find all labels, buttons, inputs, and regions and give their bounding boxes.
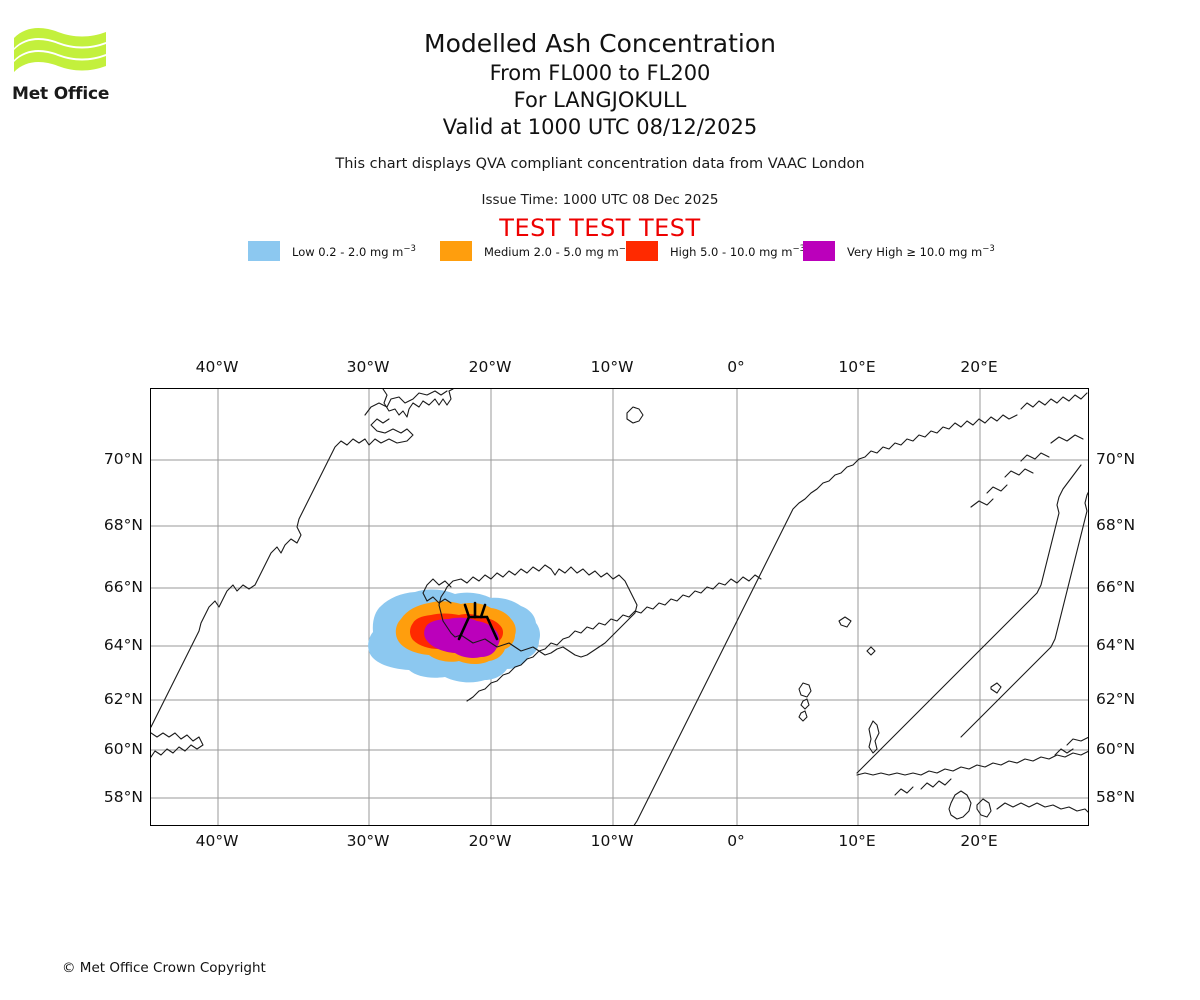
legend-label-very-high: Very High ≥ 10.0 mg m−3 [847, 243, 995, 259]
lon-tick-top--40: 40°W [195, 358, 239, 376]
legend-item-low: Low 0.2 - 2.0 mg m−3 [248, 240, 416, 262]
lat-tick-left-62: 62°N [103, 690, 143, 708]
lat-tick-left-58: 58°N [103, 788, 143, 806]
coastlines [151, 389, 1088, 825]
lat-tick-right-66: 66°N [1096, 578, 1136, 596]
legend-item-high: High 5.0 - 10.0 mg m−3 [626, 240, 805, 262]
legend-label-high: High 5.0 - 10.0 mg m−3 [670, 243, 805, 259]
legend-label-medium: Medium 2.0 - 5.0 mg m−3 [484, 243, 632, 259]
coastline-lofoten [970, 434, 1084, 508]
legend-swatch-low [248, 241, 280, 261]
map-panel [150, 388, 1089, 826]
coastline-small-islands [838, 616, 1002, 694]
coastline-finland [960, 491, 1088, 738]
lat-tick-right-64: 64°N [1096, 636, 1136, 654]
valid-time-line: Valid at 1000 UTC 08/12/2025 [442, 115, 758, 139]
lon-tick-top-10: 10°E [838, 358, 876, 376]
lon-tick-bottom--10: 10°W [590, 832, 634, 850]
lat-tick-left-68: 68°N [103, 516, 143, 534]
lon-tick-top-0: 0° [727, 358, 745, 376]
lon-tick-bottom--30: 30°W [346, 832, 390, 850]
coastline-iceland [438, 564, 638, 658]
lon-tick-bottom-0: 0° [727, 832, 745, 850]
volcano-name-line: For LANGJOKULL [513, 88, 687, 112]
lat-tick-left-60: 60°N [103, 740, 143, 758]
coastline-norway [633, 392, 1088, 825]
met-office-wave-icon [14, 28, 106, 72]
map-frame [150, 388, 1089, 826]
lat-tick-right-68: 68°N [1096, 516, 1136, 534]
ash-contour-very-high [424, 617, 500, 658]
coastline-denmark [948, 790, 1088, 820]
map-gridlines [151, 389, 1088, 825]
lat-tick-right-62: 62°N [1096, 690, 1136, 708]
legend-swatch-very-high [803, 241, 835, 261]
legend-item-very-high: Very High ≥ 10.0 mg m−3 [803, 240, 995, 262]
coastline-faroe-islands [798, 682, 812, 722]
issue-time: Issue Time: 1000 UTC 08 Dec 2025 [481, 192, 719, 208]
lat-tick-left-66: 66°N [103, 578, 143, 596]
lon-tick-top--20: 20°W [468, 358, 512, 376]
page-title: Modelled Ash Concentration [424, 29, 776, 58]
legend-label-low: Low 0.2 - 2.0 mg m−3 [292, 243, 416, 259]
chart-title-block: Modelled Ash Concentration From FL000 to… [0, 28, 1200, 141]
lon-tick-bottom-20: 20°E [960, 832, 998, 850]
lat-tick-left-70: 70°N [103, 450, 143, 468]
lon-tick-bottom--20: 20°W [468, 832, 512, 850]
coastline-bothnia [856, 464, 1082, 774]
coastline-iceland-westfjords [422, 578, 452, 604]
coastline-greenland [151, 389, 454, 758]
lat-tick-right-60: 60°N [1096, 740, 1136, 758]
lat-tick-right-70: 70°N [1096, 450, 1136, 468]
lon-tick-bottom--40: 40°W [195, 832, 239, 850]
lon-tick-bottom-10: 10°E [838, 832, 876, 850]
lon-tick-top-20: 20°E [960, 358, 998, 376]
legend-swatch-medium [440, 241, 472, 261]
coastline-greenland-north [364, 390, 448, 416]
coastline-norway-fjords [466, 574, 762, 702]
qva-note: This chart displays QVA compliant concen… [335, 156, 865, 172]
coastline-baltic-south [856, 750, 1088, 776]
met-office-logo-text: Met Office [12, 84, 110, 104]
coastline-jan-mayen [626, 406, 644, 424]
lon-tick-top--30: 30°W [346, 358, 390, 376]
coastline-shetland [868, 720, 880, 754]
volcano-symbol [457, 601, 499, 641]
lat-tick-right-58: 58°N [1096, 788, 1136, 806]
legend-swatch-high [626, 241, 658, 261]
flight-level-range: From FL000 to FL200 [489, 61, 711, 85]
copyright-notice: © Met Office Crown Copyright [62, 960, 266, 976]
map-canvas [151, 389, 1088, 825]
legend-item-medium: Medium 2.0 - 5.0 mg m−3 [440, 240, 631, 262]
lon-tick-top--10: 10°W [590, 358, 634, 376]
coastline-norway-south [894, 778, 952, 796]
lat-tick-left-64: 64°N [103, 636, 143, 654]
concentration-legend: Low 0.2 - 2.0 mg m−3 Medium 2.0 - 5.0 mg… [248, 240, 1008, 264]
met-office-logo: Met Office [12, 24, 132, 114]
coastline-baltic-states [1054, 736, 1088, 756]
test-banner: TEST TEST TEST [499, 214, 701, 242]
